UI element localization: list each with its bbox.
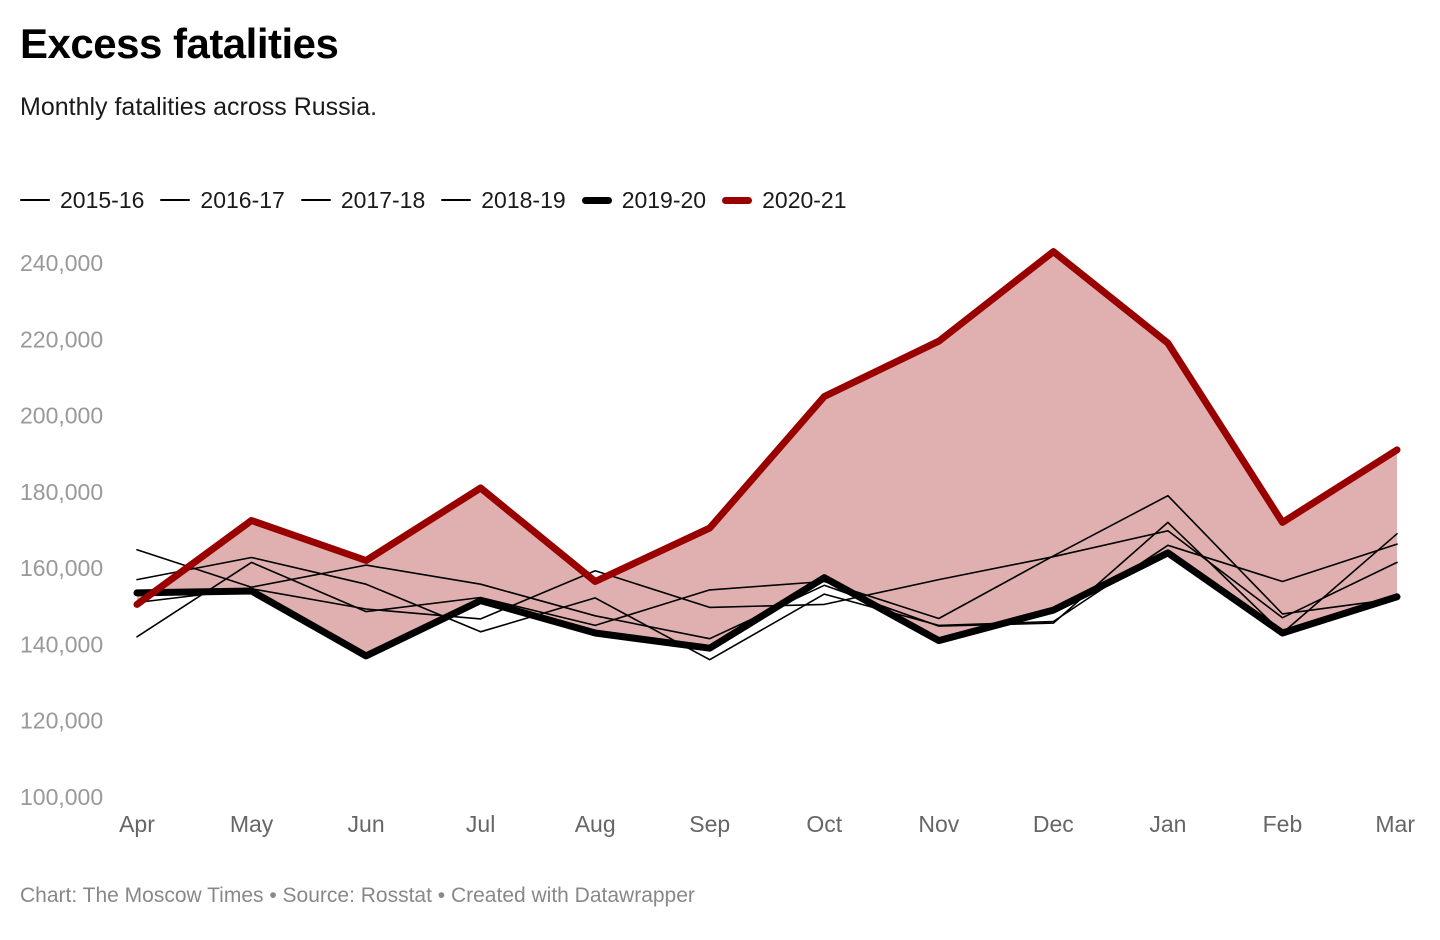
x-tick-label: Jul — [466, 811, 495, 837]
legend-swatch — [581, 196, 612, 204]
legend-swatch — [300, 199, 331, 201]
legend-label: 2019-20 — [621, 187, 707, 213]
chart-legend: 2015-16 2016-17 2017-18 2018-19 2019-20 2020-… — [20, 182, 863, 218]
y-tick-label: 240,000 — [20, 250, 103, 276]
legend-label: 2020-21 — [762, 187, 847, 213]
y-tick-label: 160,000 — [20, 555, 103, 581]
legend-label: 2018-19 — [481, 187, 566, 213]
y-tick-label: 220,000 — [20, 326, 103, 352]
legend-item-2019-20: 2019-20 — [581, 182, 707, 218]
legend-item-2020-21: 2020-21 — [722, 182, 847, 218]
x-tick-label: Sep — [689, 811, 730, 837]
series-line-2018-19 — [136, 529, 1398, 620]
y-tick-label: 180,000 — [20, 479, 103, 505]
series-line-2020-21 — [133, 248, 1401, 608]
legend-label: 2017-18 — [340, 187, 426, 213]
x-tick-label: Jan — [1149, 811, 1186, 837]
legend-item-2017-18: 2017-18 — [300, 182, 426, 218]
chart-subtitle: Monthly fatalities across Russia. — [20, 93, 378, 121]
legend-swatch — [20, 199, 50, 201]
legend-item-2018-19: 2018-19 — [441, 182, 566, 218]
legend-item-2016-17: 2016-17 — [160, 182, 285, 218]
chart-title: Excess fatalities — [20, 20, 339, 67]
x-tick-label: May — [230, 811, 274, 837]
legend-swatch — [441, 199, 472, 201]
x-tick-label: Dec — [1033, 811, 1074, 837]
x-tick-label: Mar — [1375, 811, 1415, 837]
legend-swatch — [160, 199, 191, 201]
y-tick-label: 100,000 — [20, 784, 103, 810]
x-tick-label: Jun — [348, 811, 385, 837]
chart-credit: Chart: The Moscow Times • Source: Rossta… — [20, 884, 695, 907]
x-tick-label: Feb — [1263, 811, 1303, 837]
y-tick-label: 140,000 — [20, 631, 103, 657]
legend-item-2015-16: 2015-16 — [20, 182, 144, 218]
line-chart: 100,000 120,000 140,000 160,000 180,000 200,0… — [20, 248, 1415, 837]
legend-label: 2015-16 — [60, 187, 145, 213]
legend-label: 2016-17 — [200, 187, 285, 213]
series-line-2019-20 — [133, 549, 1401, 660]
y-tick-label: 200,000 — [20, 403, 103, 429]
x-tick-label: Apr — [119, 811, 155, 837]
legend-swatch — [722, 196, 753, 204]
series-line-2016-17 — [136, 543, 1398, 661]
x-tick-label: Oct — [806, 811, 842, 837]
series-line-2017-18 — [136, 494, 1398, 638]
x-tick-label: Nov — [918, 811, 959, 837]
y-tick-label: 120,000 — [20, 708, 103, 734]
excess-area — [137, 251, 1397, 656]
x-tick-label: Aug — [575, 811, 616, 837]
